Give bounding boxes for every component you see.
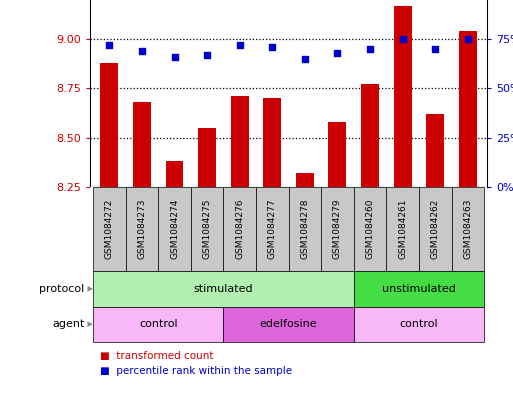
Bar — [191, 187, 223, 271]
Point — [301, 56, 309, 62]
Point — [268, 44, 277, 50]
Text: GSM1084261: GSM1084261 — [398, 199, 407, 259]
Bar — [354, 307, 484, 342]
Text: control: control — [139, 319, 177, 329]
Text: ■  percentile rank within the sample: ■ percentile rank within the sample — [100, 366, 292, 376]
Bar — [393, 6, 411, 187]
Bar — [223, 307, 354, 342]
Text: GSM1084263: GSM1084263 — [463, 199, 472, 259]
Text: GSM1084278: GSM1084278 — [300, 199, 309, 259]
Text: GSM1084262: GSM1084262 — [431, 199, 440, 259]
Bar — [198, 128, 216, 187]
Point — [105, 42, 113, 48]
Point — [138, 48, 146, 54]
Bar — [93, 187, 126, 271]
Text: protocol: protocol — [40, 284, 85, 294]
Text: GSM1084273: GSM1084273 — [137, 199, 146, 259]
Text: ■  transformed count: ■ transformed count — [100, 351, 213, 361]
Text: GSM1084274: GSM1084274 — [170, 199, 179, 259]
Bar — [93, 271, 354, 307]
Bar — [459, 31, 477, 187]
Text: GSM1084276: GSM1084276 — [235, 199, 244, 259]
Bar — [126, 187, 158, 271]
Point — [366, 46, 374, 52]
Bar — [386, 187, 419, 271]
Bar — [451, 187, 484, 271]
Text: edelfosine: edelfosine — [260, 319, 318, 329]
Bar — [166, 161, 184, 187]
Text: GSM1084277: GSM1084277 — [268, 199, 277, 259]
Bar — [419, 187, 451, 271]
Bar — [361, 84, 379, 187]
Bar — [101, 63, 119, 187]
Bar — [354, 271, 484, 307]
Bar — [133, 102, 151, 187]
Point — [399, 36, 407, 42]
Point — [170, 54, 179, 60]
Bar — [158, 187, 191, 271]
Bar — [231, 96, 249, 187]
Bar — [93, 307, 223, 342]
Text: agent: agent — [52, 319, 85, 329]
Point — [431, 46, 439, 52]
Bar — [328, 122, 346, 187]
Bar — [223, 187, 256, 271]
Bar — [321, 187, 354, 271]
Bar — [296, 173, 314, 187]
Text: GSM1084279: GSM1084279 — [333, 199, 342, 259]
Text: stimulated: stimulated — [193, 284, 253, 294]
Text: GSM1084275: GSM1084275 — [203, 199, 211, 259]
Bar — [426, 114, 444, 187]
Bar — [263, 98, 281, 187]
Bar — [354, 187, 386, 271]
Text: unstimulated: unstimulated — [382, 284, 456, 294]
Point — [203, 52, 211, 58]
Point — [333, 50, 342, 56]
Point — [464, 36, 472, 42]
Point — [235, 42, 244, 48]
Bar — [288, 187, 321, 271]
Text: GSM1084260: GSM1084260 — [366, 199, 374, 259]
Text: control: control — [400, 319, 438, 329]
Bar — [256, 187, 288, 271]
Text: GSM1084272: GSM1084272 — [105, 199, 114, 259]
